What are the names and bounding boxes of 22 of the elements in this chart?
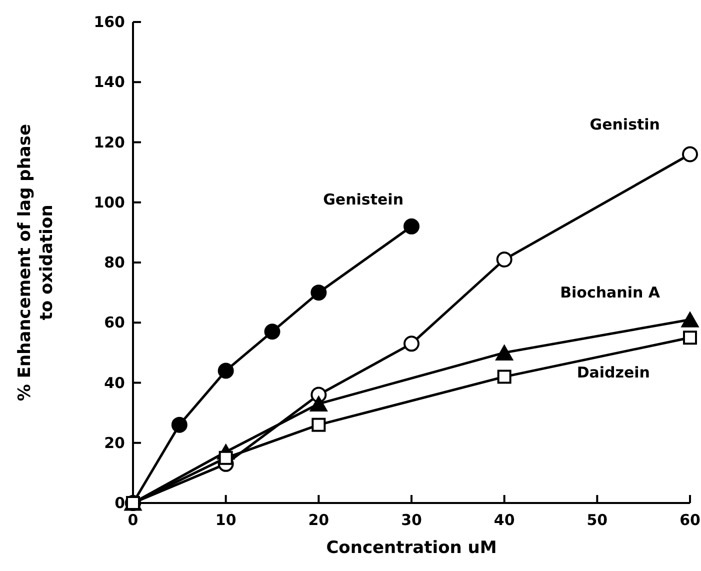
x-tick-label: 60: [680, 511, 700, 529]
y-tick-label: 20: [104, 434, 125, 452]
x-tick-label: 30: [401, 511, 422, 529]
series-label: Genistin: [590, 115, 660, 134]
series-label: Biochanin A: [560, 284, 660, 302]
y-tick-label: 140: [94, 73, 125, 92]
y-tick-label: 160: [94, 13, 125, 31]
y-tick-label: 120: [94, 133, 125, 152]
x-tick-label: 0: [128, 511, 138, 529]
x-tick-label: 20: [308, 511, 330, 529]
y-axis-title: % Enhancement of lag phase to oxidation: [15, 124, 57, 402]
y-tick-label: 80: [104, 254, 125, 272]
y-tick-label: 0: [114, 494, 125, 512]
y-tick-label: 100: [94, 193, 125, 212]
x-tick-label: 10: [215, 511, 236, 529]
series-label: Daidzein: [576, 364, 650, 382]
y-tick-label: 40: [104, 374, 125, 392]
y-tick-label: 60: [104, 314, 125, 332]
x-axis-title: Concentration uM: [326, 538, 497, 558]
x-tick-label: 40: [494, 511, 515, 529]
series-label: Genistein: [323, 190, 404, 208]
x-tick-label: 50: [586, 511, 608, 529]
